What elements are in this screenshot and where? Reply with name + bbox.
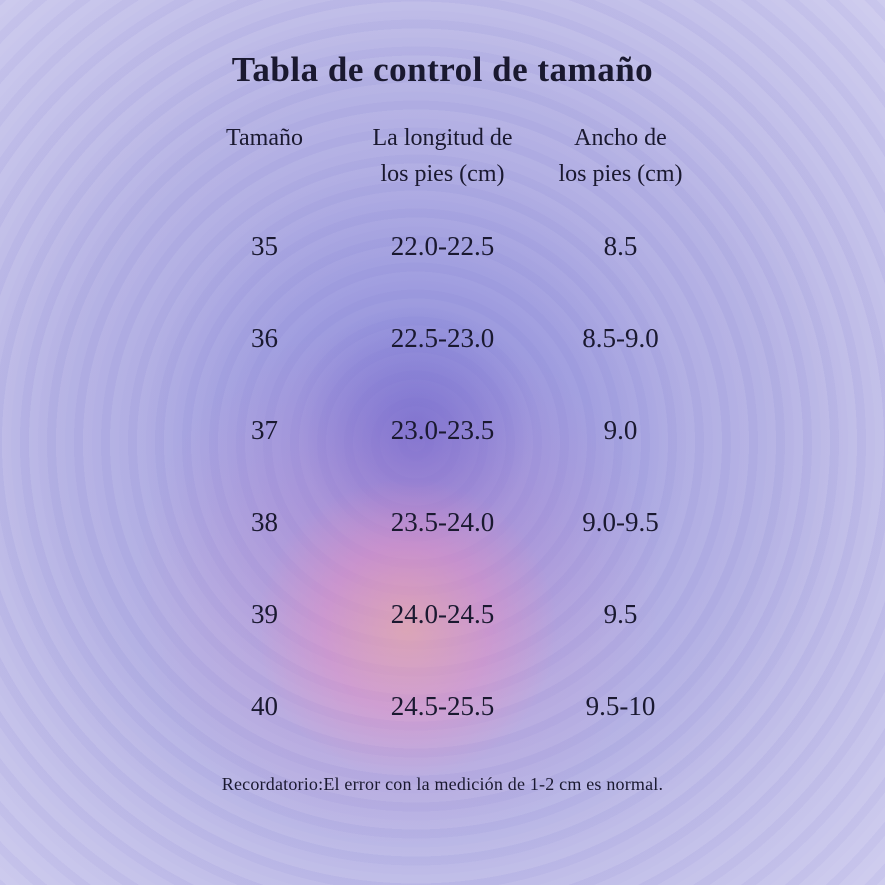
column-header-line: los pies (cm)	[558, 161, 683, 187]
table-cell-size: 37	[251, 414, 278, 445]
column-header-line: La longitud de	[372, 125, 513, 151]
column-header-foot-length: La longitud de los pies (cm)	[354, 120, 532, 200]
column-header-size: Tamaño	[176, 120, 354, 200]
table-cell-size: 40	[251, 690, 278, 721]
table-cell-length: 23.0-23.5	[390, 414, 495, 445]
column-header-foot-width: Ancho de los pies (cm)	[532, 120, 710, 200]
table-cell-width: 9.5-10	[585, 690, 656, 721]
table-cell-size: 38	[251, 506, 278, 537]
table-cell-width: 9.0	[603, 414, 638, 445]
page-title: Tabla de control de tamaño	[231, 50, 654, 89]
table-cell-width: 9.5	[603, 598, 638, 629]
table-cell-length: 22.5-23.0	[390, 322, 495, 353]
table-cell-size: 35	[251, 230, 278, 261]
reminder-note: Recordatorio:El error con la medición de…	[221, 774, 664, 794]
table-cell-length: 24.0-24.5	[390, 598, 495, 629]
table-cell-size: 36	[251, 322, 278, 353]
table-cell-width: 8.5	[603, 230, 638, 261]
table-cell-width: 8.5-9.0	[582, 322, 659, 353]
column-header-line: Ancho de	[574, 125, 667, 151]
table-cell-length: 22.0-22.5	[390, 230, 495, 261]
table-cell-length: 24.5-25.5	[390, 690, 495, 721]
table-cell-width: 9.0-9.5	[582, 506, 659, 537]
column-header-line: los pies (cm)	[380, 161, 505, 187]
table-cell-size: 39	[251, 598, 278, 629]
table-cell-length: 23.5-24.0	[390, 506, 495, 537]
column-header-line: Tamaño	[226, 125, 303, 151]
size-table: Tamaño La longitud de los pies (cm) Anch…	[176, 120, 710, 752]
